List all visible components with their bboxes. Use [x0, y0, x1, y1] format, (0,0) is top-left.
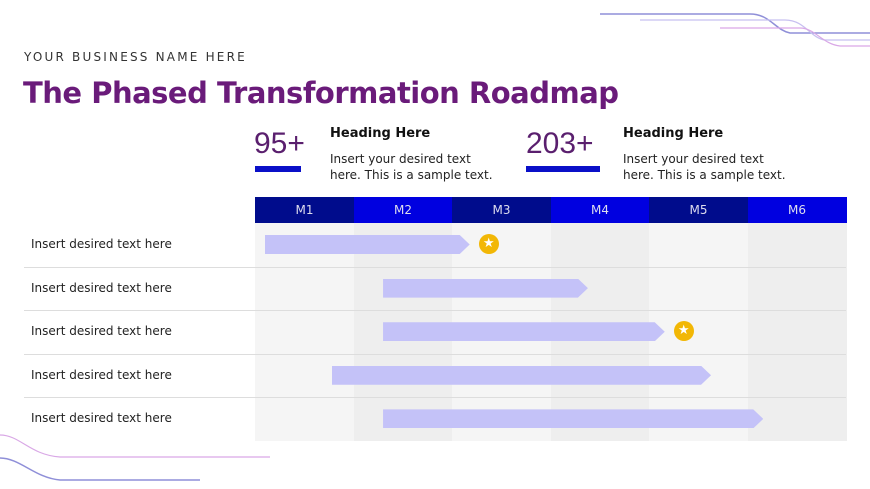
- month-column: [255, 223, 354, 441]
- row-divider: [24, 397, 846, 399]
- phase-bar: [383, 279, 588, 298]
- row-label: Insert desired text here: [31, 237, 172, 251]
- stat-value-2: 203+: [526, 127, 594, 160]
- row-divider: [24, 310, 846, 312]
- month-header: M3: [452, 197, 551, 223]
- star-milestone-icon: ★: [673, 321, 694, 342]
- row-label: Insert desired text here: [31, 367, 172, 382]
- stat-text-2: Insert your desired text here. This is a…: [623, 152, 786, 182]
- star-milestone-icon: ★: [478, 234, 499, 254]
- phase-bar: [383, 409, 763, 428]
- phase-bar: [332, 366, 711, 385]
- row-label: Insert desired text here: [31, 411, 172, 426]
- stat-heading-2: Heading Here: [623, 126, 724, 141]
- stat-text-1: Insert your desired text here. This is a…: [330, 152, 493, 182]
- month-column: [649, 223, 748, 441]
- business-name: YOUR BUSINESS NAME HERE: [24, 50, 247, 64]
- decorative-lines-bottom: [0, 434, 270, 481]
- phase-bar: [383, 322, 665, 341]
- stat-underline-1: [255, 166, 301, 172]
- page-title: The Phased Transformation Roadmap: [23, 76, 619, 110]
- row-label: Insert desired text here: [31, 280, 172, 295]
- month-header: M2: [353, 197, 453, 223]
- row-divider: [24, 266, 846, 268]
- month-header: M4: [550, 197, 650, 223]
- row-label: Insert desired text here: [31, 324, 172, 339]
- month-header: M1: [255, 197, 354, 223]
- decorative-lines: [600, 13, 870, 47]
- stat-heading-1: Heading Here: [330, 126, 431, 141]
- stat-value-1: 95+: [254, 127, 305, 160]
- month-header: M5: [649, 197, 748, 223]
- stat-underline-2: [526, 166, 600, 172]
- month-header: M6: [747, 197, 847, 223]
- month-column: [747, 223, 847, 441]
- phase-bar: [265, 235, 470, 254]
- row-divider: [24, 353, 846, 355]
